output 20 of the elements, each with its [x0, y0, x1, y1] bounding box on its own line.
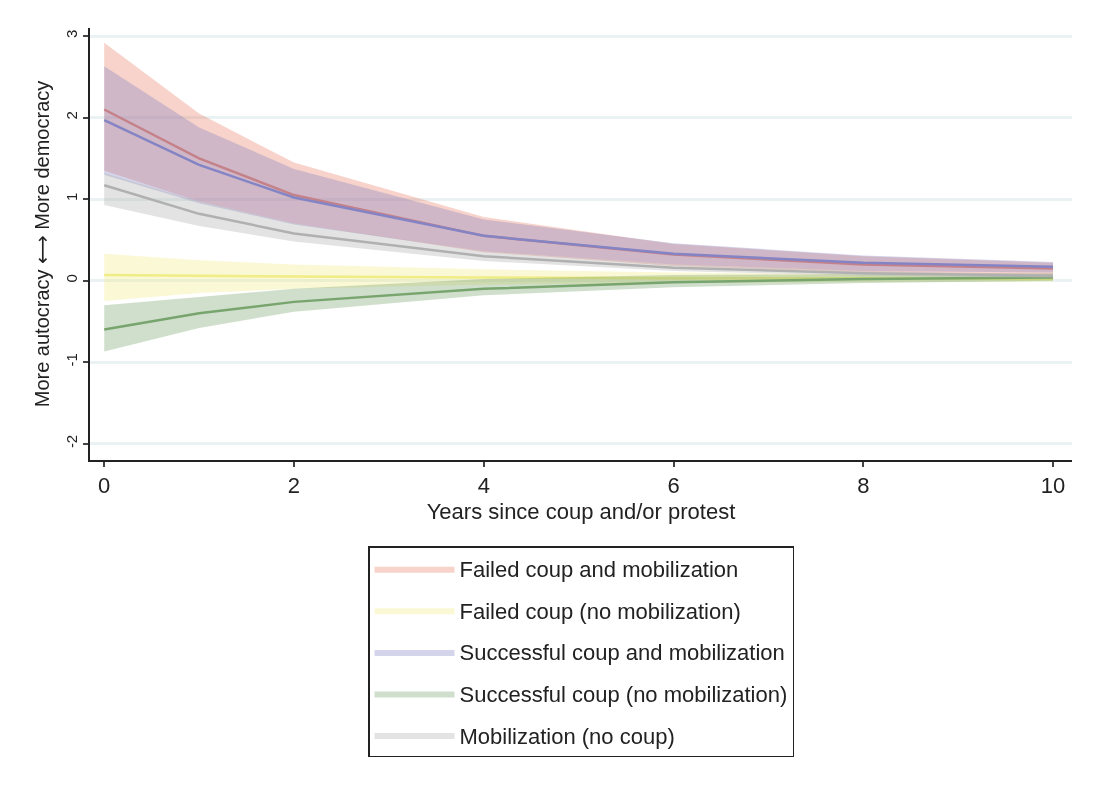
- legend-label: Failed coup and mobilization: [459, 557, 739, 583]
- legend-label: Failed coup (no mobilization): [459, 598, 741, 624]
- x-tick-label: 4: [477, 473, 490, 499]
- y-tick-label: 3: [63, 29, 80, 39]
- y-tick-label: 1: [63, 192, 80, 202]
- x-tick-label: 6: [667, 473, 680, 499]
- x-tick-label: 10: [1040, 473, 1066, 499]
- y-axis-title: More autocracy ⟷ More democracy: [31, 80, 53, 408]
- y-tick-label: -1: [63, 353, 80, 367]
- legend-label: Mobilization (no coup): [459, 723, 675, 749]
- x-axis-title: Years since coup and/or protest: [426, 498, 736, 524]
- line-series: [102, 276, 1055, 331]
- x-tick-label: 8: [857, 473, 870, 499]
- legend-label: Successful coup and mobilization: [459, 640, 785, 666]
- x-tick-label: 0: [98, 473, 111, 499]
- legend-label: Successful coup (no mobilization): [459, 682, 788, 708]
- y-tick-label: 2: [63, 111, 80, 120]
- y-tick-label: 0: [63, 274, 80, 283]
- y-tick-label: -2: [63, 434, 80, 449]
- x-tick-label: 2: [287, 473, 301, 499]
